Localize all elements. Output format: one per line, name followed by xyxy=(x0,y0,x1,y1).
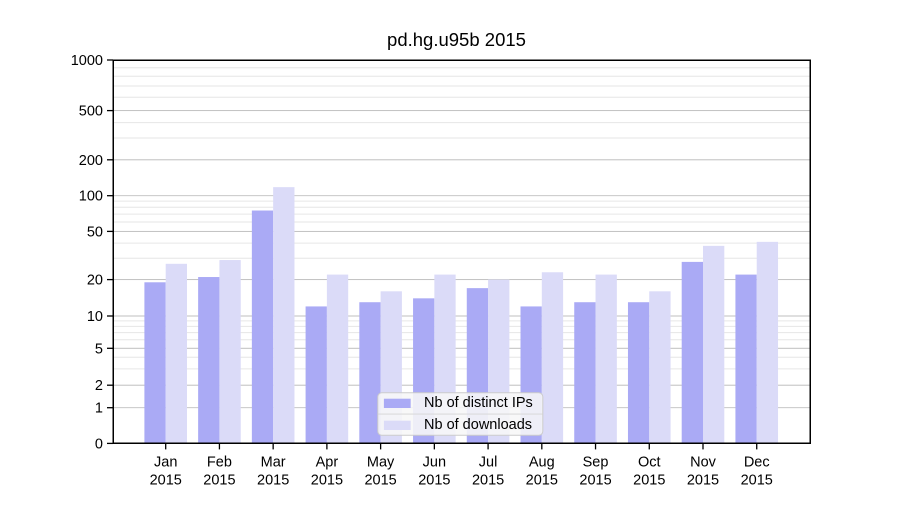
svg-text:Dec: Dec xyxy=(744,454,770,470)
svg-text:2015: 2015 xyxy=(364,472,396,488)
svg-text:Nb of distinct IPs: Nb of distinct IPs xyxy=(424,395,533,411)
svg-text:2015: 2015 xyxy=(741,472,773,488)
svg-text:May: May xyxy=(367,454,395,470)
svg-text:100: 100 xyxy=(79,189,103,205)
svg-text:1000: 1000 xyxy=(71,53,103,69)
svg-text:2015: 2015 xyxy=(526,472,558,488)
svg-text:Jan: Jan xyxy=(154,454,177,470)
svg-text:2015: 2015 xyxy=(203,472,235,488)
svg-text:50: 50 xyxy=(87,224,103,240)
svg-text:Nb of downloads: Nb of downloads xyxy=(424,417,532,433)
svg-text:2015: 2015 xyxy=(472,472,504,488)
svg-text:2015: 2015 xyxy=(579,472,611,488)
svg-text:0: 0 xyxy=(95,436,103,452)
svg-text:Mar: Mar xyxy=(261,454,286,470)
svg-text:Oct: Oct xyxy=(638,454,661,470)
svg-text:2015: 2015 xyxy=(257,472,289,488)
svg-text:Apr: Apr xyxy=(316,454,339,470)
svg-text:Feb: Feb xyxy=(207,454,232,470)
svg-text:Jun: Jun xyxy=(423,454,446,470)
svg-text:Nov: Nov xyxy=(690,454,717,470)
svg-text:2: 2 xyxy=(95,378,103,394)
svg-text:2015: 2015 xyxy=(311,472,343,488)
svg-text:2015: 2015 xyxy=(633,472,665,488)
svg-text:5: 5 xyxy=(95,341,103,357)
svg-text:500: 500 xyxy=(79,104,103,120)
svg-text:2015: 2015 xyxy=(418,472,450,488)
svg-text:Sep: Sep xyxy=(583,454,609,470)
svg-text:2015: 2015 xyxy=(150,472,182,488)
svg-text:pd.hg.u95b 2015: pd.hg.u95b 2015 xyxy=(387,29,526,50)
svg-text:1: 1 xyxy=(95,401,103,417)
svg-text:200: 200 xyxy=(79,153,103,169)
svg-text:2015: 2015 xyxy=(687,472,719,488)
svg-text:Aug: Aug xyxy=(529,454,555,470)
svg-text:20: 20 xyxy=(87,273,103,289)
svg-text:10: 10 xyxy=(87,309,103,325)
svg-text:Jul: Jul xyxy=(479,454,498,470)
